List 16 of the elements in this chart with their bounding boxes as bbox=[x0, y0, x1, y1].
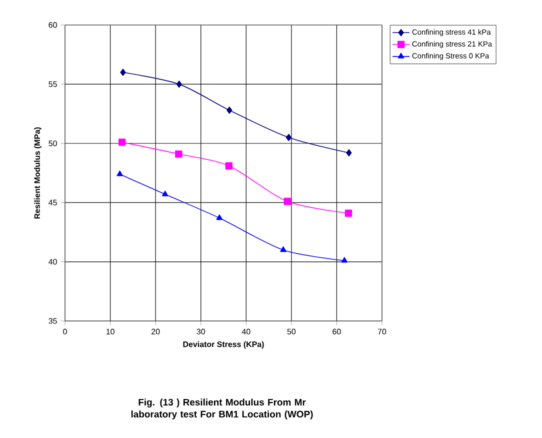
point bbox=[162, 190, 168, 196]
point bbox=[175, 150, 182, 158]
point bbox=[286, 134, 292, 142]
point bbox=[344, 210, 352, 217]
point bbox=[216, 214, 223, 220]
point bbox=[118, 138, 126, 146]
point bbox=[120, 68, 126, 76]
point bbox=[346, 149, 352, 156]
point bbox=[176, 80, 182, 88]
point bbox=[341, 257, 348, 263]
point bbox=[226, 106, 232, 114]
point bbox=[225, 162, 233, 170]
text: Fig. (13 ) Resilient Modulus From Mr laboratory test For BM1 Location (WOP) bbox=[131, 398, 313, 420]
point bbox=[116, 170, 123, 176]
point bbox=[284, 198, 291, 206]
point bbox=[280, 246, 286, 252]
